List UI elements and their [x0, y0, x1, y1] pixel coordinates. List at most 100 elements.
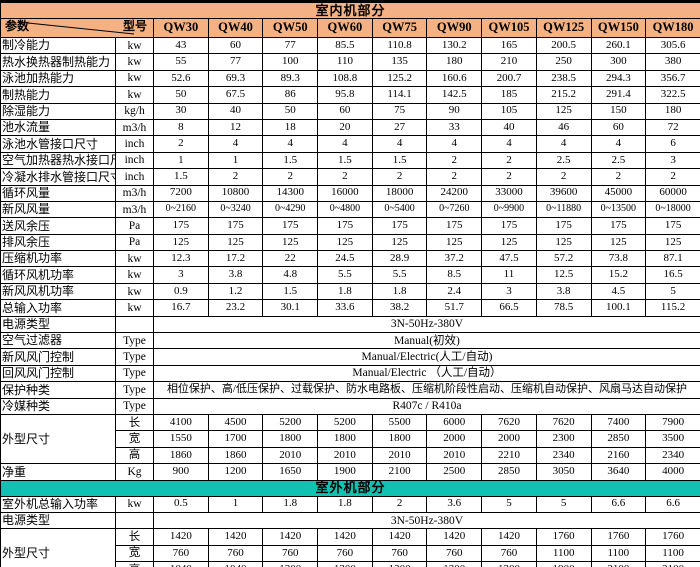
unit-cell: kw	[115, 282, 154, 301]
value-cell: 17.2	[207, 250, 264, 268]
section-header-outdoor: 室外机部分	[0, 479, 700, 497]
span-value-cell: Manual/Electric(人工/自动)	[153, 348, 700, 366]
param-label: 制冷能力	[0, 36, 116, 55]
value-cell: 2000	[481, 430, 537, 448]
value-cell: 1100	[645, 544, 700, 563]
value-cell: 1420	[317, 528, 373, 546]
value-cell: 1.8	[317, 282, 373, 301]
value-cell: 2160	[590, 446, 647, 465]
value-cell: 100	[262, 53, 319, 71]
unit-cell: 宽	[115, 544, 154, 563]
value-cell: 73.8	[590, 250, 647, 268]
value-cell: 33.6	[317, 299, 373, 317]
unit-cell: kw	[115, 36, 154, 55]
value-cell: 200.7	[481, 69, 537, 88]
value-cell: 77	[262, 36, 319, 55]
value-cell: 1760	[645, 528, 700, 546]
value-cell: 75	[371, 102, 428, 120]
value-cell: 1800	[262, 430, 319, 448]
value-cell: 8.5	[426, 266, 483, 284]
unit-cell: 高	[115, 446, 154, 465]
section-title: 室外机部分	[0, 479, 700, 497]
value-cell: 78.5	[535, 299, 592, 317]
value-cell: 18	[262, 118, 319, 137]
value-cell: 67.5	[207, 86, 264, 104]
table-row: 新风风机功率 kw 0.9 1.2 1.5 1.8 1.8 2.4 3 3.8 4.5 5	[0, 282, 700, 301]
table-row: 室外机总输入功率 kw 0.5 1 1.8 1.8 2 3.6 5 5 6.6 6.6	[0, 495, 700, 513]
value-cell: 2850	[481, 463, 537, 481]
unit-cell: inch	[115, 135, 154, 153]
value-cell: 185	[481, 86, 537, 104]
value-cell: 2010	[262, 446, 319, 465]
value-cell: 0~2160	[153, 200, 209, 219]
column-header-row: 参数 型号 QW30 QW40 QW50 QW60 QW75 QW90 QW105 QW125 QW…	[0, 18, 700, 38]
diagonal-divider	[27, 22, 135, 35]
table-row: 冷凝水排水管接口尺寸 inch 1.5 2 2 2 2 2 2 2 2 2	[0, 168, 700, 186]
value-cell: 7620	[535, 413, 592, 432]
param-label: 外型尺寸	[0, 528, 116, 567]
value-cell: 16000	[317, 184, 373, 202]
value-cell: 125	[426, 233, 483, 252]
value-cell: 1.8	[317, 495, 373, 513]
table-row: 外型尺寸长 4100 4500 5200 5200 5500 6000 7620 7620 740…	[0, 413, 700, 465]
value-cell: 45000	[590, 184, 647, 202]
value-cell: 1300	[426, 561, 483, 567]
table-row: 净重 Kg 900 1200 1650 1900 2100 2500 2850 3050 3640 4…	[0, 463, 700, 481]
table-row: 除湿能力 kg/h 30 40 50 60 75 90 105 125 150 180	[0, 102, 700, 120]
value-cell: 200.5	[535, 36, 592, 55]
unit-cell: Type	[115, 364, 154, 383]
param-label: 保护种类	[0, 381, 116, 399]
value-cell: 760	[371, 544, 428, 563]
value-cell: 2	[262, 168, 319, 186]
value-cell: 110.8	[371, 36, 428, 55]
model-header: QW180	[645, 18, 700, 38]
unit-cell: kw	[115, 53, 154, 71]
value-cell: 1860	[153, 446, 209, 465]
unit-cell: 长	[115, 413, 154, 432]
value-cell: 380	[645, 53, 700, 71]
value-cell: 1	[153, 151, 209, 170]
value-cell: 175	[207, 217, 264, 235]
value-cell: 2100	[645, 561, 700, 567]
value-cell: 1100	[590, 544, 647, 563]
value-cell: 2210	[481, 446, 537, 465]
value-cell: 23.2	[207, 299, 264, 317]
value-cell: 125	[481, 233, 537, 252]
value-cell: 2	[481, 168, 537, 186]
value-cell: 22	[262, 250, 319, 268]
value-cell: 175	[535, 217, 592, 235]
value-cell: 1200	[207, 463, 264, 481]
param-label: 外型尺寸	[0, 413, 116, 465]
value-cell: 4	[535, 135, 592, 153]
value-cell: 0.9	[153, 282, 209, 301]
value-cell: 115.2	[645, 299, 700, 317]
value-cell: 2.4	[426, 282, 483, 301]
value-cell: 760	[153, 544, 209, 563]
param-label: 冷凝水排水管接口尺寸	[0, 168, 116, 186]
value-cell: 1550	[153, 430, 209, 448]
value-cell: 0~7260	[426, 200, 483, 219]
param-label: 空气过滤器	[0, 332, 116, 350]
value-cell: 1800	[317, 430, 373, 448]
value-cell: 38.2	[371, 299, 428, 317]
value-cell: 69.3	[207, 69, 264, 88]
value-cell: 5.5	[317, 266, 373, 284]
unit-cell: kw	[115, 266, 154, 284]
param-label: 空气加热器热水接口尺寸	[0, 151, 116, 170]
value-cell: 12	[207, 118, 264, 137]
value-cell: 125	[535, 233, 592, 252]
value-cell: 2100	[371, 463, 428, 481]
value-cell: 33000	[481, 184, 537, 202]
value-cell: 12.3	[153, 250, 209, 268]
value-cell: 3	[645, 151, 700, 170]
value-cell: 1420	[207, 528, 264, 546]
value-cell: 11	[481, 266, 537, 284]
value-cell: 356.7	[645, 69, 700, 88]
value-cell: 1900	[317, 463, 373, 481]
value-cell: 1040	[207, 561, 264, 567]
value-cell: 4.5	[590, 282, 647, 301]
value-cell: 125	[262, 233, 319, 252]
value-cell: 125	[535, 102, 592, 120]
